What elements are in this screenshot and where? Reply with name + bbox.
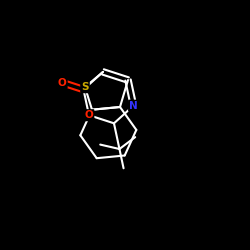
Text: S: S — [81, 82, 89, 92]
Text: N: N — [129, 101, 138, 111]
Text: O: O — [84, 110, 93, 120]
Text: O: O — [58, 78, 66, 88]
